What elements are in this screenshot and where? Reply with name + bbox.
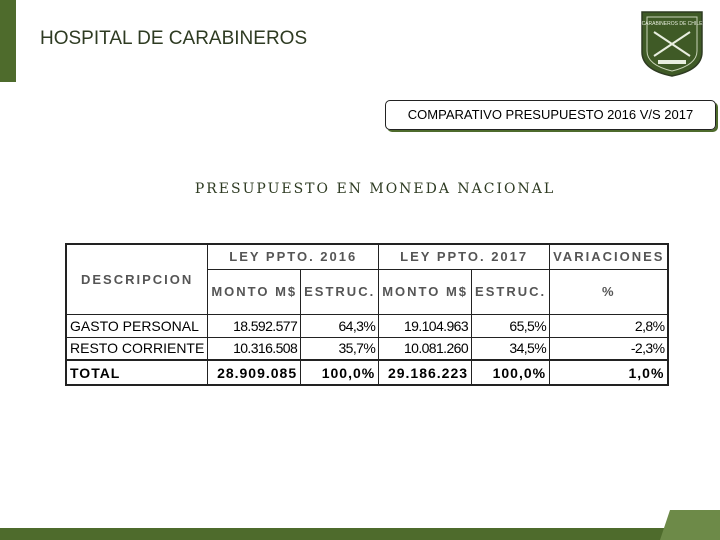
table-cell: 10.316.508	[207, 336, 302, 361]
table-cell: 29.186.223	[378, 359, 473, 386]
logo-text: CARABINEROS DE CHILE	[642, 21, 704, 27]
table-row: RESTO CORRIENTE 10.316.508 35,7% 10.081.260…	[65, 336, 669, 361]
table-cell: 1,0%	[549, 359, 669, 386]
table-cell: 2,8%	[549, 313, 669, 338]
table-row: GASTO PERSONAL 18.592.577 64,3% 19.104.963 6…	[65, 313, 669, 338]
table-cell: ESTRUC.	[300, 268, 380, 315]
footer-block	[660, 510, 720, 540]
table-cell: %	[549, 268, 669, 315]
table-cell: 19.104.963	[378, 313, 473, 338]
table-cell: -2,3%	[549, 336, 669, 361]
page-title: HOSPITAL DE CARABINEROS	[40, 28, 308, 49]
table-cell: RESTO CORRIENTE	[65, 336, 209, 361]
table-cell: GASTO PERSONAL	[65, 313, 209, 338]
table-cell: DESCRIPCION	[65, 243, 209, 315]
table-cell: 34,5%	[471, 336, 551, 361]
table-cell: 64,3%	[300, 313, 380, 338]
table-cell: 100,0%	[471, 359, 551, 386]
table-cell: VARIACIONES	[549, 243, 669, 270]
table-cell: LEY PPTO. 2017	[378, 243, 551, 270]
table-cell: ESTRUC.	[471, 268, 551, 315]
table-cell: 28.909.085	[207, 359, 302, 386]
table-cell: 35,7%	[300, 336, 380, 361]
banner: COMPARATIVO PRESUPUESTO 2016 V/S 2017	[385, 100, 716, 130]
table-row: MONTO M$ ESTRUC. MONTO M$ ESTRUC.%	[66, 268, 669, 315]
table-cell: 10.081.260	[378, 336, 473, 361]
table-cell: 18.592.577	[207, 313, 302, 338]
table-cell: MONTO M$	[207, 268, 302, 315]
table-cell: TOTAL	[65, 359, 209, 386]
table-row: DESCRIPCION LEY PPTO. 2016 LEY PPTO. 2017 V…	[65, 243, 669, 315]
logo: CARABINEROS DE CHILE	[641, 11, 704, 77]
footer-bar	[0, 528, 720, 540]
table-cell: 65,5%	[471, 313, 551, 338]
table-cell: LEY PPTO. 2016	[207, 243, 380, 270]
subtitle: PRESUPUESTO EN MONEDA NACIONAL	[194, 181, 556, 197]
table-cell: MONTO M$	[378, 268, 473, 315]
budget-table: DESCRIPCION LEY PPTO. 2016 LEY PPTO. 2017 V…	[65, 243, 670, 386]
table-cell: 100,0%	[300, 359, 380, 386]
table-row: TOTAL 28.909.085 100,0% 29.186.223 100,0% 1,0…	[65, 359, 669, 386]
accent-bar	[0, 0, 16, 82]
